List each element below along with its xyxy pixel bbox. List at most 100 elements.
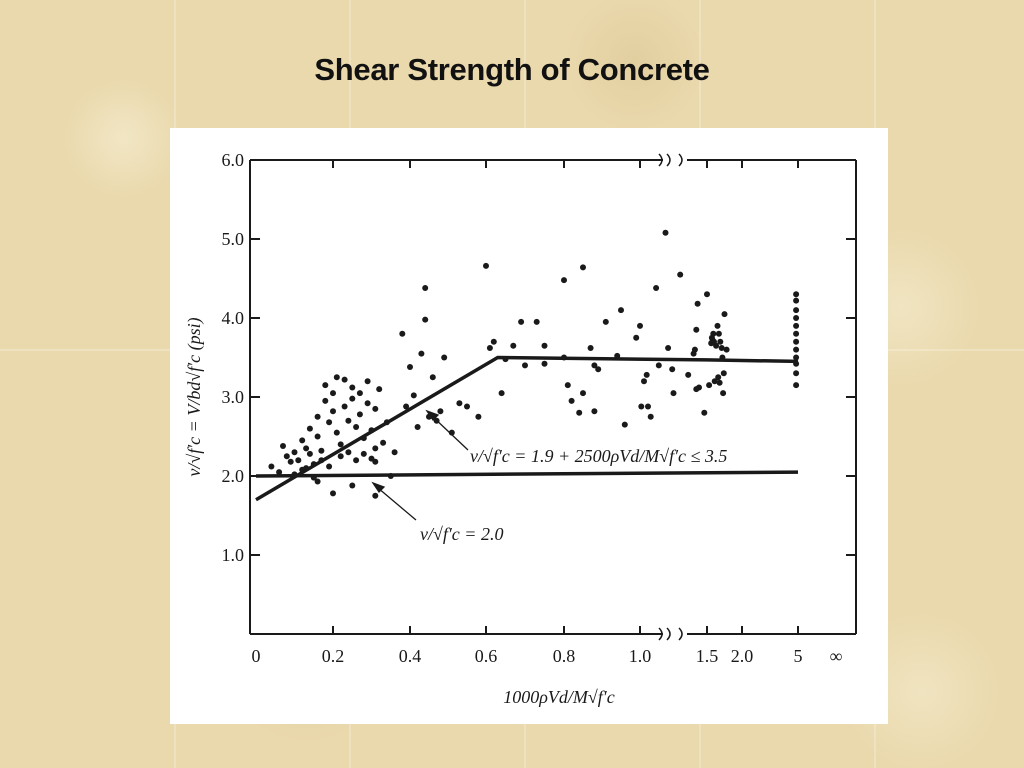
- x-tick-label: 1.0: [629, 646, 652, 666]
- data-point: [710, 330, 717, 337]
- data-point: [353, 424, 360, 430]
- data-point: [704, 291, 710, 298]
- y-axis-title: v/√f′c = V/bd√f′c (psi): [184, 317, 205, 476]
- data-point: [602, 318, 609, 325]
- data-point: [326, 419, 333, 426]
- data-point: [356, 390, 363, 397]
- data-point: [337, 453, 344, 460]
- fit-line-flat: [255, 470, 799, 478]
- data-point: [341, 376, 348, 383]
- data-point: [349, 395, 356, 402]
- data-point: [268, 463, 275, 470]
- y-tick-label: 1.0: [222, 545, 245, 565]
- data-point: [793, 322, 800, 329]
- data-point: [714, 322, 721, 329]
- data-point: [349, 482, 356, 489]
- data-point: [464, 403, 470, 410]
- data-point: [486, 345, 493, 351]
- data-point: [669, 366, 676, 373]
- data-point: [541, 342, 548, 349]
- data-point: [541, 360, 548, 367]
- data-point: [314, 433, 321, 440]
- data-point: [364, 378, 371, 385]
- data-point: [720, 390, 727, 397]
- line-label-flat: v/√f′c = 2.0: [420, 524, 503, 544]
- data-point: [720, 370, 727, 377]
- data-point: [587, 345, 594, 351]
- data-point: [475, 413, 482, 420]
- data-point: [718, 345, 725, 351]
- data-point: [364, 400, 371, 407]
- data-point: [568, 397, 575, 404]
- data-point: [561, 354, 567, 361]
- data-point: [715, 374, 722, 381]
- data-point: [564, 382, 571, 389]
- data-point: [372, 445, 379, 452]
- data-point: [693, 326, 700, 333]
- data-point: [647, 413, 654, 420]
- data-point: [418, 350, 425, 357]
- data-point: [283, 453, 290, 460]
- data-point: [793, 330, 800, 337]
- x-tick-label: 5: [794, 646, 803, 666]
- data-point: [691, 346, 698, 353]
- x-tick-label: 2.0: [731, 646, 754, 666]
- data-point: [326, 463, 333, 470]
- data-point: [360, 450, 367, 457]
- data-point: [437, 408, 444, 415]
- data-point: [291, 449, 298, 456]
- data-point: [380, 439, 387, 446]
- data-point: [793, 297, 800, 304]
- data-point: [653, 285, 660, 291]
- data-point: [706, 382, 713, 389]
- data-point: [414, 424, 421, 430]
- data-point: [670, 390, 677, 397]
- data-point: [533, 318, 540, 325]
- data-point: [280, 443, 286, 449]
- data-point: [701, 409, 708, 416]
- data-point: [591, 362, 598, 369]
- data-point: [483, 262, 489, 269]
- data-point: [522, 362, 528, 369]
- data-point: [637, 322, 643, 329]
- plot-frame: [249, 153, 857, 641]
- chart-panel: 1.0 2.0 3.0 4.0 5.0 6.0 0 0.2 0.4 0.6 0.8 1.0 1.5 2.…: [170, 128, 888, 724]
- data-point: [276, 469, 283, 476]
- data-point: [341, 403, 348, 410]
- data-point: [310, 474, 317, 481]
- data-point: [793, 346, 800, 353]
- data-point: [793, 382, 800, 389]
- data-point: [645, 403, 651, 410]
- data-point: [498, 390, 505, 397]
- data-point: [618, 307, 624, 314]
- data-point: [353, 457, 360, 464]
- data-point: [641, 378, 647, 385]
- data-point: [580, 390, 586, 397]
- data-point: [723, 346, 730, 353]
- data-point: [287, 458, 294, 465]
- y-tick-label: 3.0: [222, 387, 245, 407]
- data-point: [490, 338, 497, 345]
- y-tick-label: 5.0: [222, 229, 245, 249]
- x-tick-label: ∞: [830, 646, 843, 666]
- data-point: [502, 356, 509, 363]
- data-point: [345, 449, 352, 456]
- data-point: [345, 417, 352, 424]
- data-point: [399, 330, 406, 337]
- y-ticks: 1.0 2.0 3.0 4.0 5.0 6.0: [222, 150, 856, 565]
- data-point: [576, 409, 583, 416]
- data-point: [456, 400, 463, 407]
- data-point: [429, 374, 436, 381]
- data-point: [356, 411, 363, 418]
- data-point: [633, 334, 640, 341]
- fit-lines: [255, 355, 799, 502]
- data-point: [333, 374, 340, 381]
- data-point: [621, 421, 628, 428]
- data-point: [793, 338, 800, 345]
- data-point: [330, 490, 336, 497]
- x-ticks: 0 0.2 0.4 0.6 0.8 1.0 1.5 2.0 5 ∞: [252, 160, 843, 666]
- data-point: [422, 316, 429, 323]
- data-point: [306, 425, 313, 432]
- data-point: [694, 300, 701, 307]
- data-point: [330, 390, 336, 397]
